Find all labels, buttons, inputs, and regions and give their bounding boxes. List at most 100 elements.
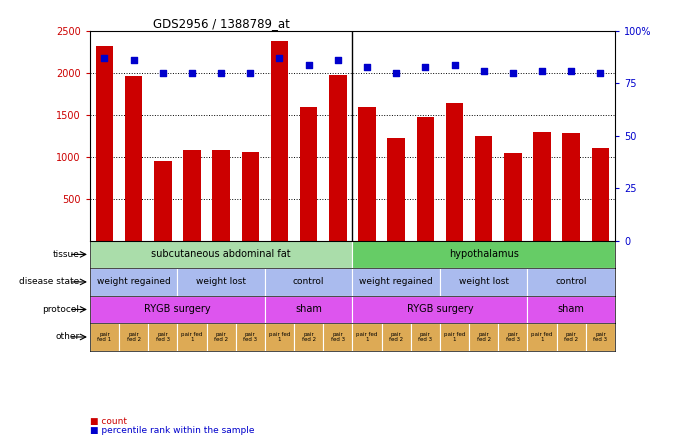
Text: ■ percentile rank within the sample: ■ percentile rank within the sample <box>90 426 254 435</box>
Text: control: control <box>293 278 324 286</box>
Bar <box>557 323 586 351</box>
Bar <box>300 107 317 241</box>
Bar <box>125 75 142 241</box>
Text: control: control <box>556 278 587 286</box>
Text: pair
fed 2: pair fed 2 <box>301 332 316 342</box>
Bar <box>95 46 113 241</box>
Text: pair fed
1: pair fed 1 <box>531 332 553 342</box>
Bar <box>562 133 580 241</box>
Bar <box>90 323 119 351</box>
Text: pair
fed 2: pair fed 2 <box>389 332 404 342</box>
Point <box>99 55 110 62</box>
Bar <box>154 161 171 241</box>
Bar <box>388 139 405 241</box>
Text: pair
fed 2: pair fed 2 <box>126 332 141 342</box>
Bar <box>352 296 527 323</box>
Text: pair
fed 3: pair fed 3 <box>243 332 257 342</box>
Bar <box>410 323 440 351</box>
Text: hypothalamus: hypothalamus <box>448 250 519 259</box>
Text: weight lost: weight lost <box>196 278 246 286</box>
Bar <box>294 323 323 351</box>
Text: pair fed
1: pair fed 1 <box>269 332 290 342</box>
Bar <box>90 268 178 296</box>
Bar <box>265 323 294 351</box>
Text: RYGB surgery: RYGB surgery <box>144 305 211 314</box>
Bar <box>358 107 376 241</box>
Text: ■ count: ■ count <box>90 417 127 426</box>
Point <box>158 69 169 76</box>
Text: pair
fed 3: pair fed 3 <box>418 332 433 342</box>
Text: pair
fed 3: pair fed 3 <box>594 332 607 342</box>
Bar <box>207 323 236 351</box>
Bar <box>119 323 148 351</box>
Text: sham: sham <box>558 305 585 314</box>
Point <box>187 69 198 76</box>
Bar <box>90 241 352 268</box>
Bar <box>498 323 527 351</box>
Bar <box>352 323 381 351</box>
Bar <box>527 323 557 351</box>
Bar <box>440 268 527 296</box>
Text: subcutaneous abdominal fat: subcutaneous abdominal fat <box>151 250 291 259</box>
Point <box>566 67 577 75</box>
Bar <box>242 152 259 241</box>
Point <box>245 69 256 76</box>
Bar <box>323 323 352 351</box>
Bar <box>236 323 265 351</box>
Point <box>449 61 460 68</box>
Bar <box>212 150 230 241</box>
Bar <box>417 117 434 241</box>
Bar <box>352 268 440 296</box>
Bar <box>475 136 493 241</box>
Text: pair
fed 2: pair fed 2 <box>477 332 491 342</box>
Text: other: other <box>55 333 79 341</box>
Bar <box>381 323 410 351</box>
Bar <box>469 323 498 351</box>
Bar <box>329 75 347 241</box>
Bar <box>271 41 288 241</box>
Bar <box>446 103 463 241</box>
Bar <box>148 323 178 351</box>
Bar <box>265 296 352 323</box>
Point <box>390 69 401 76</box>
Point <box>507 69 518 76</box>
Text: sham: sham <box>295 305 322 314</box>
Point <box>361 63 372 70</box>
Bar <box>591 147 609 241</box>
Bar <box>90 296 265 323</box>
Point <box>274 55 285 62</box>
Point <box>216 69 227 76</box>
Text: tissue: tissue <box>53 250 79 259</box>
Point <box>128 57 139 64</box>
Text: RYGB surgery: RYGB surgery <box>406 305 473 314</box>
Text: pair
fed 3: pair fed 3 <box>506 332 520 342</box>
Bar <box>178 268 265 296</box>
Text: GDS2956 / 1388789_at: GDS2956 / 1388789_at <box>153 17 290 30</box>
Bar <box>527 268 615 296</box>
Text: weight lost: weight lost <box>459 278 509 286</box>
Text: pair fed
1: pair fed 1 <box>181 332 202 342</box>
Point <box>303 61 314 68</box>
Text: pair
fed 2: pair fed 2 <box>214 332 228 342</box>
Bar <box>504 154 522 241</box>
Point <box>420 63 431 70</box>
Text: disease state: disease state <box>19 278 79 286</box>
Point <box>478 67 489 75</box>
Bar <box>527 296 615 323</box>
Bar <box>183 150 200 241</box>
Point <box>595 69 606 76</box>
Bar <box>352 241 615 268</box>
Point <box>332 57 343 64</box>
Bar <box>533 132 551 241</box>
Bar <box>586 323 615 351</box>
Text: protocol: protocol <box>42 305 79 314</box>
Bar <box>265 268 352 296</box>
Text: pair fed
1: pair fed 1 <box>357 332 378 342</box>
Point <box>536 67 547 75</box>
Text: pair
fed 3: pair fed 3 <box>155 332 170 342</box>
Text: pair
fed 2: pair fed 2 <box>564 332 578 342</box>
Text: pair
fed 1: pair fed 1 <box>97 332 111 342</box>
Text: pair fed
1: pair fed 1 <box>444 332 465 342</box>
Text: pair
fed 3: pair fed 3 <box>331 332 345 342</box>
Bar <box>440 323 469 351</box>
